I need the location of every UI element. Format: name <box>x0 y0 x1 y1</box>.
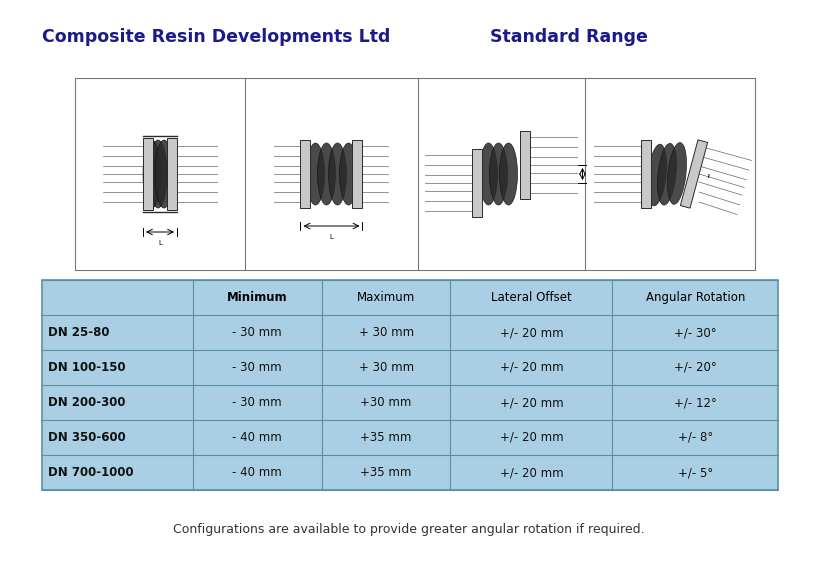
Bar <box>472 149 483 217</box>
Ellipse shape <box>667 143 686 204</box>
Text: +/- 5°: +/- 5° <box>677 466 712 479</box>
Bar <box>352 140 363 208</box>
Ellipse shape <box>149 140 167 208</box>
Ellipse shape <box>489 143 507 205</box>
Text: L: L <box>329 234 333 240</box>
Text: +/- 30°: +/- 30° <box>674 326 717 339</box>
Text: + 30 mm: + 30 mm <box>359 361 413 374</box>
Text: - 30 mm: - 30 mm <box>233 361 282 374</box>
Ellipse shape <box>143 140 161 208</box>
Text: Lateral Offset: Lateral Offset <box>491 291 572 304</box>
Ellipse shape <box>499 143 517 205</box>
Bar <box>520 131 530 199</box>
Ellipse shape <box>328 143 346 205</box>
Bar <box>75 78 755 270</box>
Bar <box>167 138 177 210</box>
Text: DN 100-150: DN 100-150 <box>48 361 126 374</box>
Text: Maximum: Maximum <box>357 291 415 304</box>
Text: + 30 mm: + 30 mm <box>359 326 413 339</box>
Text: DN 350-600: DN 350-600 <box>48 431 126 444</box>
Text: Composite Resin Developments Ltd: Composite Resin Developments Ltd <box>42 28 391 46</box>
Text: +/- 20 mm: +/- 20 mm <box>500 326 563 339</box>
Text: +/- 12°: +/- 12° <box>674 396 717 409</box>
Text: +35 mm: +35 mm <box>360 431 412 444</box>
Text: +/- 20 mm: +/- 20 mm <box>500 361 563 374</box>
Text: - 40 mm: - 40 mm <box>232 431 282 444</box>
Text: +/- 20 mm: +/- 20 mm <box>500 466 563 479</box>
Text: - 30 mm: - 30 mm <box>233 396 282 409</box>
Ellipse shape <box>648 144 667 206</box>
Bar <box>143 138 153 210</box>
Text: DN 25-80: DN 25-80 <box>48 326 109 339</box>
Text: Standard Range: Standard Range <box>490 28 648 46</box>
Text: - 30 mm: - 30 mm <box>233 326 282 339</box>
Bar <box>42 280 778 490</box>
Text: Minimum: Minimum <box>227 291 288 304</box>
Text: DN 200-300: DN 200-300 <box>48 396 126 409</box>
Ellipse shape <box>318 143 336 205</box>
Text: +/- 20°: +/- 20° <box>674 361 717 374</box>
Ellipse shape <box>658 143 676 205</box>
Text: +/- 20 mm: +/- 20 mm <box>500 396 563 409</box>
Text: DN 700-1000: DN 700-1000 <box>48 466 134 479</box>
Ellipse shape <box>480 143 498 205</box>
Text: Configurations are available to provide greater angular rotation if required.: Configurations are available to provide … <box>172 524 645 537</box>
Polygon shape <box>681 140 708 208</box>
Text: +/- 8°: +/- 8° <box>677 431 712 444</box>
Text: +30 mm: +30 mm <box>360 396 412 409</box>
Bar <box>301 140 310 208</box>
Text: +35 mm: +35 mm <box>360 466 412 479</box>
Text: +/- 20 mm: +/- 20 mm <box>500 431 563 444</box>
Text: L: L <box>158 240 162 246</box>
Text: Angular Rotation: Angular Rotation <box>645 291 745 304</box>
Ellipse shape <box>340 143 358 205</box>
Ellipse shape <box>155 140 173 208</box>
Ellipse shape <box>306 143 324 205</box>
Text: - 40 mm: - 40 mm <box>232 466 282 479</box>
Bar <box>641 140 651 208</box>
